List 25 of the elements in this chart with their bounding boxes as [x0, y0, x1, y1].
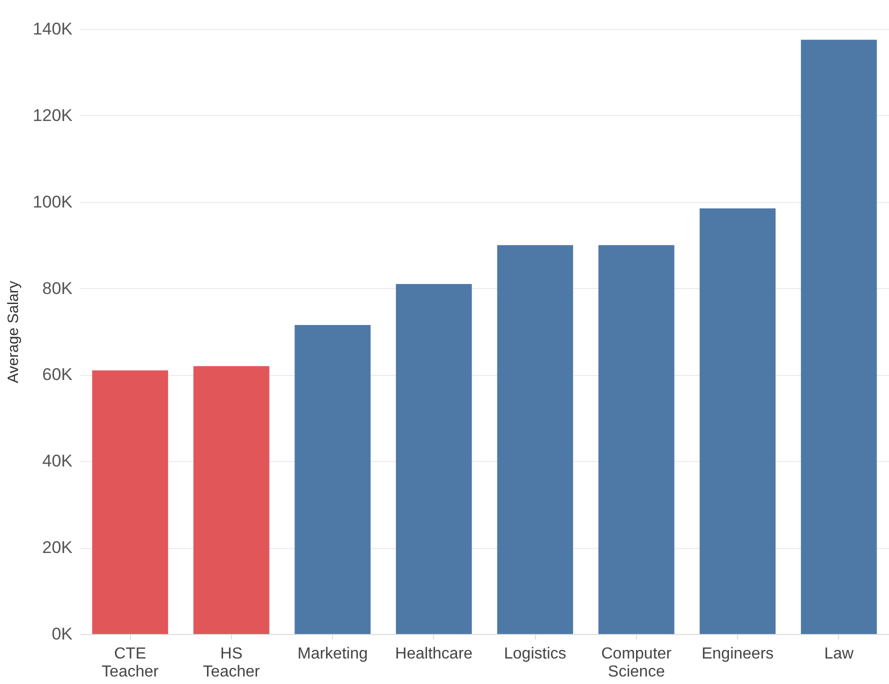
x-tick-label: Healthcare — [395, 646, 473, 662]
bar — [294, 325, 371, 634]
x-tick-label: Computer Science — [601, 646, 672, 680]
y-tick-label: 0K — [52, 624, 74, 644]
y-tick-label: 80K — [42, 278, 74, 298]
bar — [396, 284, 472, 634]
x-tick-label: Logistics — [504, 646, 566, 662]
y-tick-label: 20K — [42, 538, 74, 558]
x-tick-label: HS Teacher — [202, 646, 261, 680]
y-tick-label: 140K — [32, 20, 74, 38]
bar — [700, 208, 776, 634]
x-tick-label: CTE Teacher — [102, 646, 160, 680]
y-axis-title: Average Salary — [4, 280, 22, 384]
y-tick-label: 100K — [32, 192, 74, 212]
x-tick-label: Marketing — [298, 646, 368, 662]
y-tick-label: 60K — [42, 365, 74, 384]
y-tick-label: 40K — [42, 452, 74, 471]
bar — [193, 366, 270, 634]
x-tick-label: Law — [824, 646, 854, 662]
y-tick-label: 120K — [32, 106, 74, 125]
bar — [497, 245, 574, 634]
bar — [598, 245, 674, 634]
bar — [92, 370, 168, 634]
bar — [800, 40, 877, 634]
x-tick-label: Engineers — [702, 646, 774, 662]
